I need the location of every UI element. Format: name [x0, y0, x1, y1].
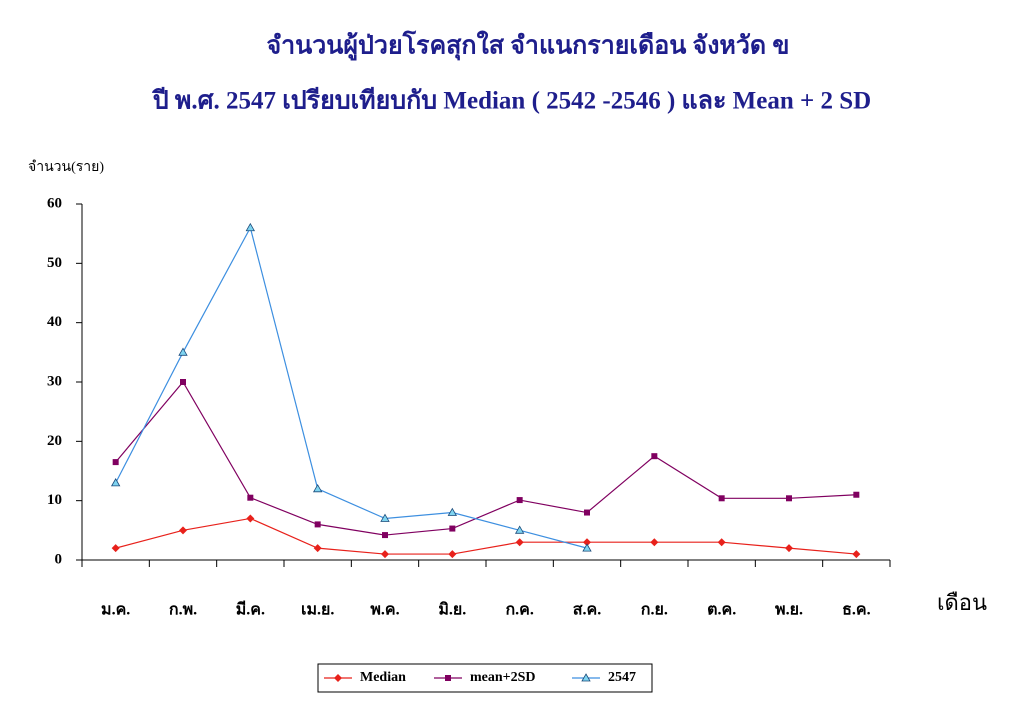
- marker: [247, 494, 254, 501]
- marker: [718, 495, 725, 502]
- marker: [110, 478, 121, 487]
- x-tick-label: เม.ย.: [301, 602, 334, 619]
- marker: [717, 538, 726, 547]
- marker: [582, 543, 592, 552]
- marker: [447, 507, 458, 516]
- series-line: [115, 226, 588, 549]
- marker: [111, 544, 120, 553]
- marker: [180, 379, 186, 385]
- x-tick-label: พ.ย.: [775, 602, 803, 619]
- chart-title: จำนวนผู้ป่วยโรคสุกใส จำแนกรายเดือน จังหว…: [266, 30, 789, 62]
- y-tick-label: 60: [47, 195, 62, 211]
- marker: [380, 513, 390, 522]
- marker: [650, 538, 659, 547]
- x-tick-label: มี.ค.: [236, 600, 265, 619]
- legend-label: 2547: [608, 670, 636, 685]
- series-line: [115, 380, 857, 536]
- y-axis-label: จำนวน(ราย): [28, 160, 104, 175]
- marker: [853, 491, 860, 498]
- marker: [581, 673, 591, 682]
- marker: [786, 495, 792, 502]
- y-tick-label: 20: [47, 433, 62, 449]
- x-tick-label: ก.ย.: [641, 602, 668, 619]
- marker: [516, 497, 523, 504]
- y-tick-label: 0: [55, 551, 63, 567]
- marker: [852, 550, 861, 559]
- x-axis-label: เดือน: [937, 591, 987, 616]
- x-tick-label: ก.ค.: [505, 602, 533, 619]
- marker: [382, 532, 388, 539]
- legend-label: Median: [360, 670, 406, 685]
- marker: [178, 347, 188, 356]
- x-tick-label: มิ.ย.: [438, 601, 466, 619]
- marker: [448, 550, 457, 559]
- marker: [445, 675, 451, 681]
- y-tick-label: 50: [47, 255, 62, 271]
- marker: [312, 483, 323, 493]
- marker: [584, 509, 590, 516]
- marker: [785, 544, 793, 553]
- marker: [334, 674, 342, 682]
- x-tick-label: พ.ค.: [370, 602, 399, 619]
- marker: [245, 222, 256, 232]
- chart-subtitle: ปี พ.ศ. 2547 เปรียบเทียบกับ Median ( 254…: [151, 87, 871, 115]
- legend-label: mean+2SD: [470, 670, 536, 685]
- x-tick-label: ม.ค.: [101, 602, 130, 619]
- marker: [583, 538, 591, 547]
- marker: [314, 521, 321, 528]
- y-tick-label: 40: [47, 314, 62, 330]
- marker: [179, 526, 187, 535]
- marker: [313, 544, 322, 553]
- y-tick-label: 10: [47, 492, 62, 508]
- marker: [381, 550, 389, 559]
- marker: [515, 538, 524, 547]
- marker: [449, 525, 456, 532]
- x-tick-label: ส.ค.: [573, 602, 601, 619]
- marker: [112, 459, 119, 466]
- y-tick-label: 30: [47, 373, 62, 389]
- x-tick-label: ก.พ.: [169, 602, 197, 619]
- series-line: [115, 517, 857, 555]
- x-tick-label: ธ.ค.: [842, 602, 870, 619]
- marker: [651, 453, 658, 460]
- marker: [246, 514, 255, 523]
- marker: [514, 525, 525, 534]
- x-tick-label: ต.ค.: [707, 602, 736, 619]
